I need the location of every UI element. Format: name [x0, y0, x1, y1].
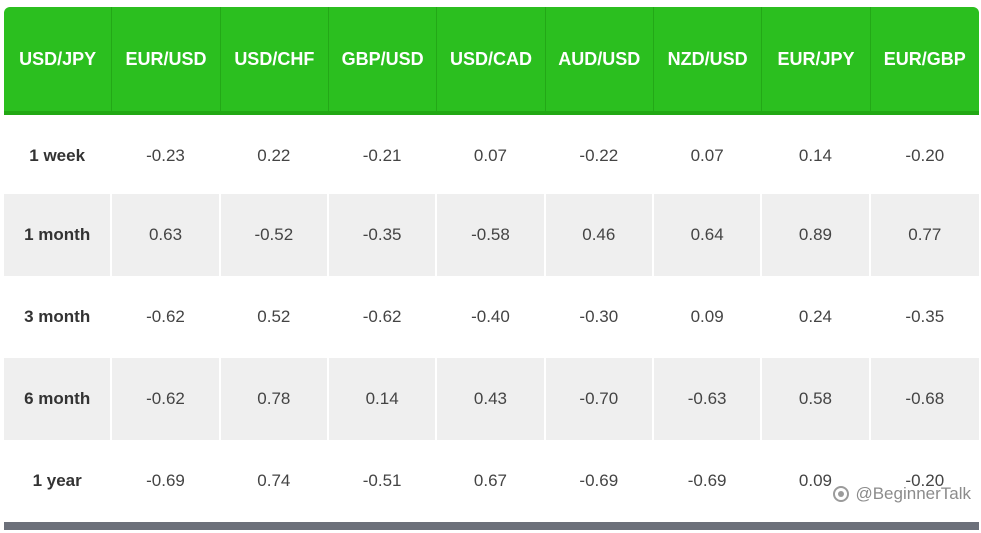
table-cell: -0.70 [545, 358, 654, 440]
table-cell: -0.69 [112, 440, 221, 522]
row-label: 1 month [4, 194, 113, 276]
table-cell: 0.09 [654, 276, 763, 358]
table-cell: -0.62 [329, 276, 438, 358]
table-cell: 0.52 [221, 276, 329, 358]
table-cell: 0.63 [112, 194, 221, 276]
row-label: 1 week [4, 115, 113, 197]
header-cell-usdjpy: USD/JPY [4, 7, 113, 111]
row-label: 3 month [4, 276, 113, 358]
table-cell: 0.09 [762, 440, 871, 522]
table-cell: 0.14 [762, 115, 871, 197]
table-cell: -0.20 [905, 471, 945, 490]
table-cell: -0.35 [905, 307, 945, 326]
table-footer-bar [4, 522, 979, 530]
table-cell: 0.58 [762, 358, 871, 440]
table-cell: 0.64 [653, 194, 763, 276]
correlation-table: USD/JPY EUR/USD USD/CHF GBP/USD USD/CAD … [4, 7, 979, 530]
table-cell: -0.63 [653, 358, 763, 440]
table-cell: -0.21 [329, 115, 438, 197]
weibo-logo-icon [833, 486, 850, 502]
table-cell: 0.78 [220, 358, 329, 440]
table-cell: -0.62 [112, 358, 221, 440]
table-row: 6 month -0.62 0.78 0.14 0.43 -0.70 -0.63… [4, 358, 979, 440]
watermark: @BeginnerTalk [833, 484, 971, 504]
header-cell-gbpusd: GBP/USD [329, 7, 438, 111]
header-cell-nzdusd: NZD/USD [654, 7, 763, 111]
row-label: 1 year [4, 440, 113, 522]
table-cell: -0.30 [546, 276, 654, 358]
table-cell: 0.14 [328, 358, 438, 440]
header-cell-eurjpy: EUR/JPY [762, 7, 871, 111]
table-cell: -0.58 [437, 194, 546, 276]
table-cell: -0.69 [546, 440, 654, 522]
table-cell: 0.43 [437, 358, 546, 440]
table-row: 1 year -0.69 0.74 -0.51 0.67 -0.69 -0.69… [4, 440, 979, 522]
watermark-text: @BeginnerTalk [855, 484, 971, 503]
header-cell-audusd: AUD/USD [546, 7, 654, 111]
table-cell: 0.67 [437, 440, 546, 522]
header-cell-usdchf: USD/CHF [221, 7, 329, 111]
table-cell: -0.20 [905, 146, 945, 165]
table-header: USD/JPY EUR/USD USD/CHF GBP/USD USD/CAD … [4, 7, 979, 115]
table-cell: 0.07 [654, 115, 763, 197]
header-cell-eurgbp: EUR/GBP [883, 48, 966, 69]
row-label: 6 month [4, 358, 113, 440]
table-cell: -0.68 [870, 358, 979, 440]
table-cell: -0.52 [220, 194, 329, 276]
header-cell-usdcad: USD/CAD [437, 7, 546, 111]
table-cell: 0.74 [221, 440, 329, 522]
table-row: 3 month -0.62 0.52 -0.62 -0.40 -0.30 0.0… [4, 276, 979, 358]
header-cell-eurusd: EUR/USD [112, 7, 221, 111]
table-cell: -0.40 [437, 276, 546, 358]
table-cell: -0.23 [112, 115, 221, 197]
table-cell: -0.22 [546, 115, 654, 197]
table-cell: 0.46 [545, 194, 654, 276]
table-cell: 0.22 [221, 115, 329, 197]
table-cell: -0.69 [654, 440, 763, 522]
table-cell: 0.89 [762, 194, 871, 276]
table-cell: -0.62 [112, 276, 221, 358]
table-cell: 0.24 [762, 276, 871, 358]
table-cell: -0.51 [329, 440, 438, 522]
table-row: 1 week -0.23 0.22 -0.21 0.07 -0.22 0.07 … [4, 115, 979, 197]
table-cell: 0.07 [437, 115, 546, 197]
table-row: 1 month 0.63 -0.52 -0.35 -0.58 0.46 0.64… [4, 194, 979, 276]
table-cell: -0.35 [328, 194, 438, 276]
table-cell: 0.77 [870, 194, 979, 276]
